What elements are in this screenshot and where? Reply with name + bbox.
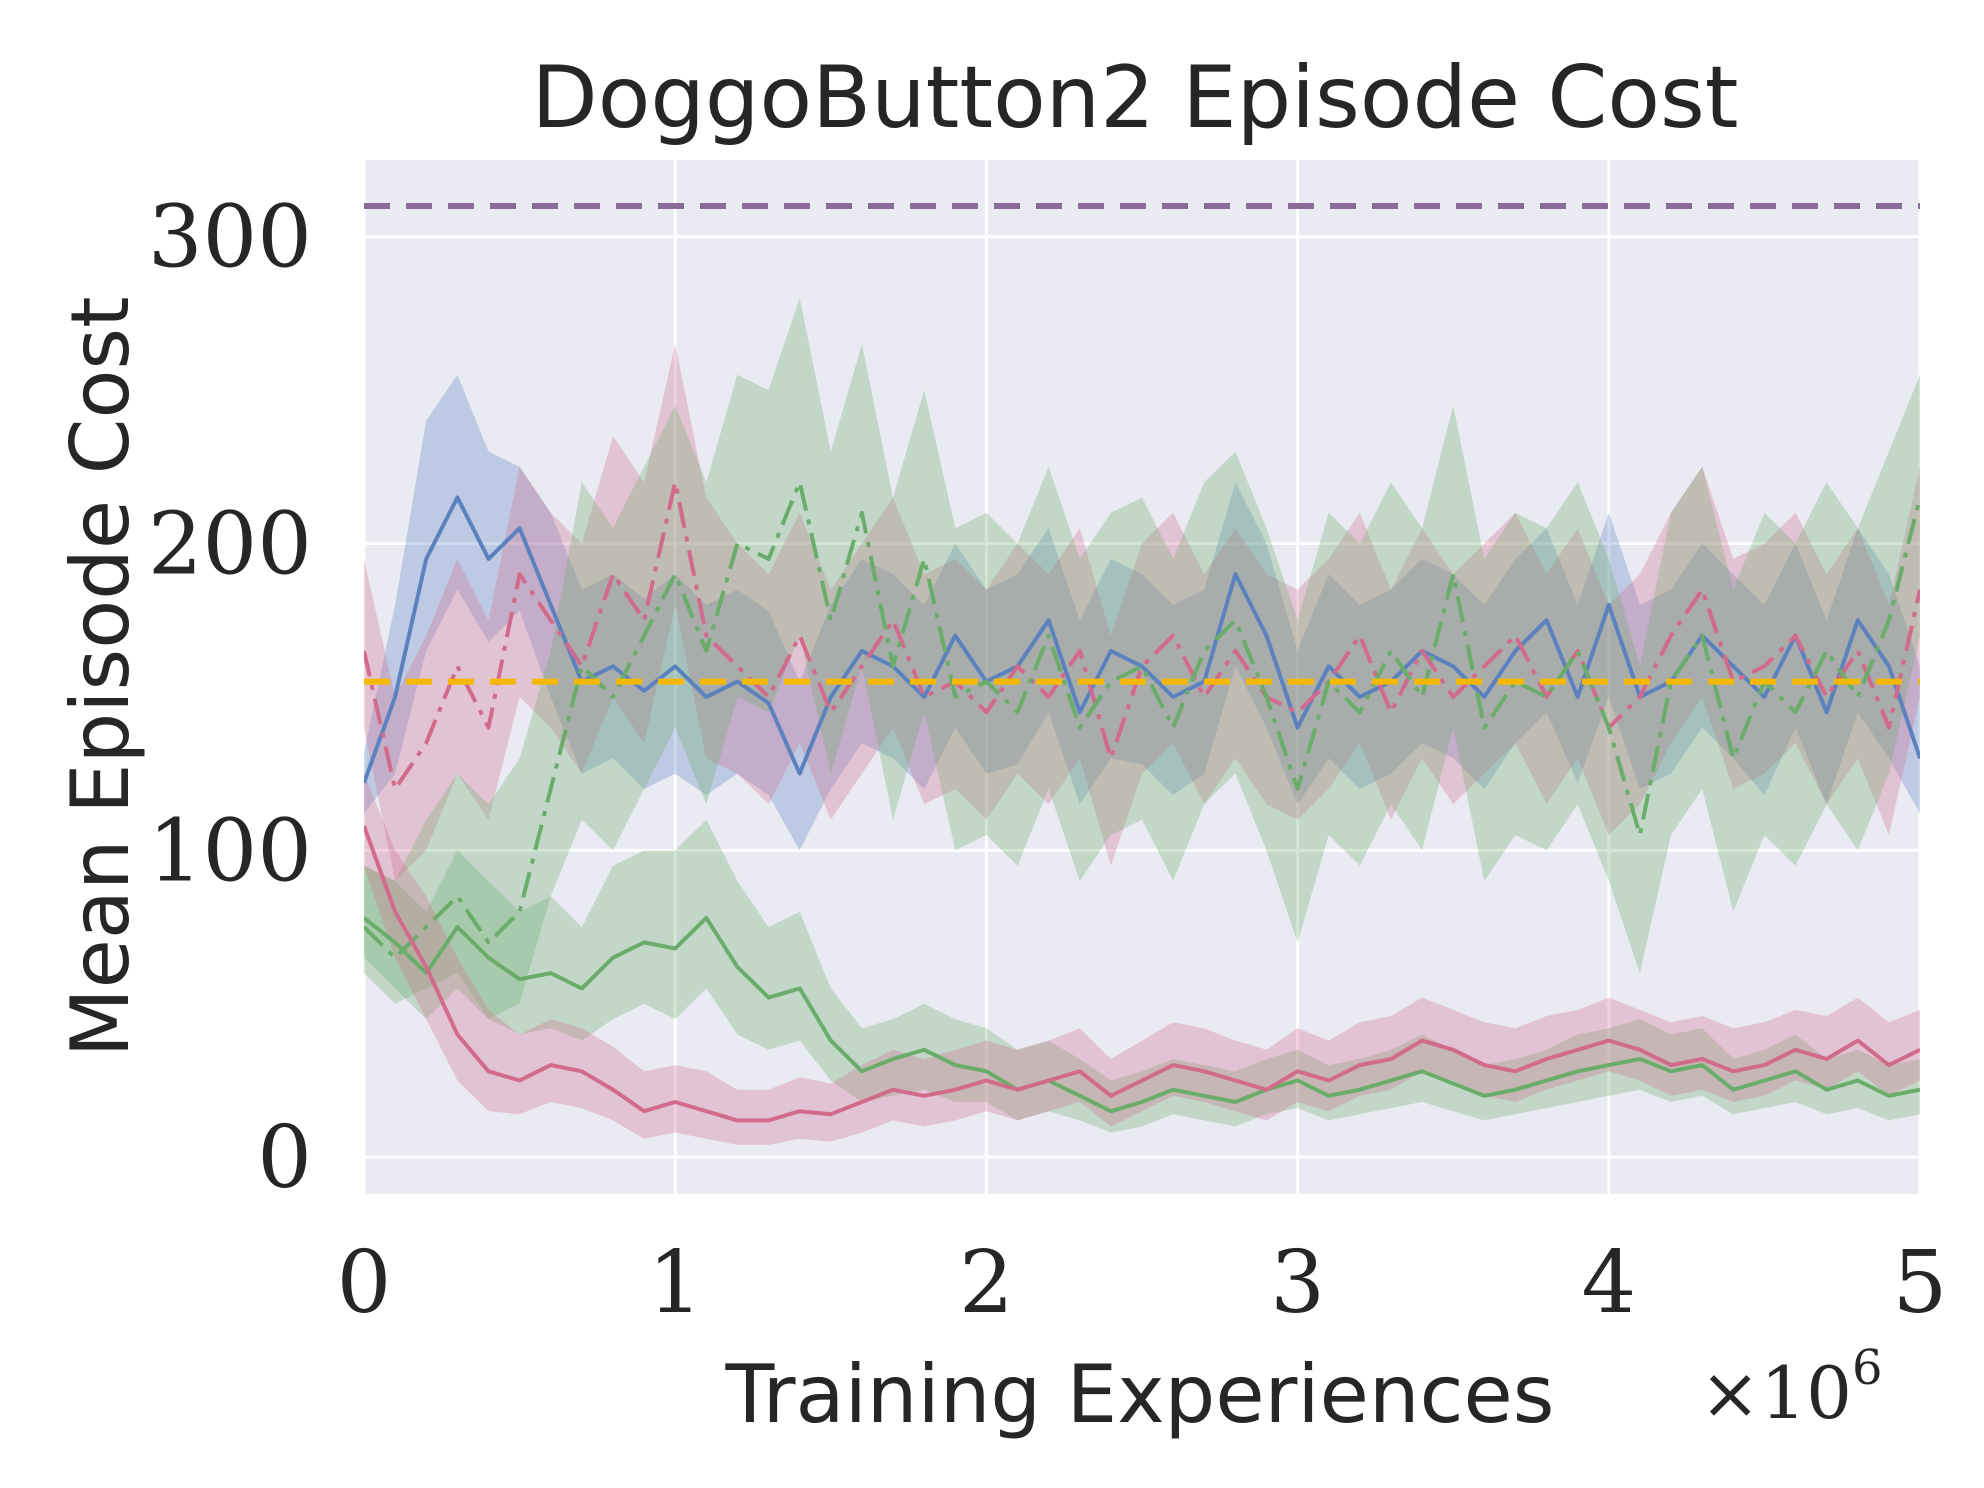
y-axis-label: Mean Episode Cost xyxy=(54,297,147,1058)
pink-dashdot-band xyxy=(364,344,1920,882)
x-axis-multiplier: ×106 xyxy=(1700,1340,1883,1435)
reference-lines xyxy=(364,203,1920,685)
green-dashdot-line xyxy=(364,480,1920,960)
x-tick-label: 3 xyxy=(1270,1233,1325,1333)
y-tick-labels: 0 100 200 300 xyxy=(148,188,312,1208)
series-lines xyxy=(364,480,1920,1123)
green-solid-line xyxy=(364,915,1920,1114)
y-tick-label: 0 xyxy=(257,1108,312,1208)
x-tick-label: 4 xyxy=(1581,1233,1636,1333)
x-multiplier-exponent: 6 xyxy=(1852,1340,1883,1396)
x-tick-label: 1 xyxy=(648,1233,703,1333)
x-tick-labels: 0 1 2 3 4 5 xyxy=(337,1233,1948,1333)
pink-solid-line xyxy=(364,825,1920,1123)
pink-solid-band xyxy=(364,773,1920,1145)
blue-solid-band xyxy=(364,374,1920,851)
x-tick-label: 5 xyxy=(1893,1233,1948,1333)
x-tick-label: 2 xyxy=(959,1233,1014,1333)
y-tick-label: 300 xyxy=(148,188,312,288)
chart-title: DoggoButton2 Episode Cost xyxy=(531,48,1738,148)
y-tick-label: 100 xyxy=(148,801,312,901)
green-dashdot-band xyxy=(364,298,1920,1020)
y-tick-label: 200 xyxy=(148,495,312,595)
green-solid-band xyxy=(364,819,1920,1133)
confidence-bands xyxy=(364,298,1920,1145)
x-axis-label: Training Experiences xyxy=(725,1348,1555,1441)
x-multiplier-base: ×10 xyxy=(1700,1351,1852,1435)
grid-lines xyxy=(362,160,1922,1194)
x-tick-label: 0 xyxy=(337,1233,392,1333)
